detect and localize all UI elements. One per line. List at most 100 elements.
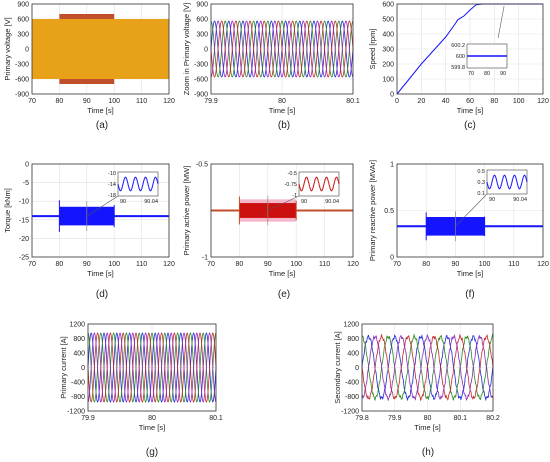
chart-h: 79.8 79.9 80 80.1 80.2 1200 800 400 0 -400 -800 -12… — [333, 322, 500, 459]
x-tick-label: 110 — [136, 98, 147, 105]
y-tick-label: 600 — [196, 17, 208, 24]
x-tick-label: 70 — [207, 261, 215, 268]
y-tick-label: -900 — [15, 92, 29, 99]
x-tick-label: 70 — [28, 98, 36, 105]
inset-line — [117, 176, 159, 192]
x-tick-label: 70 — [393, 261, 401, 268]
x-tick-label: 90 — [83, 261, 91, 268]
current-phase-line — [87, 332, 217, 403]
x-tick-label: 80 — [56, 261, 64, 268]
y-axis-label: Secondary current [A] — [333, 331, 342, 404]
plot-border — [210, 3, 354, 95]
inset-line — [486, 174, 528, 190]
y-tick-label: 600 — [382, 2, 394, 9]
y-tick-label: -400 — [71, 380, 85, 387]
y-tick-label: -1200 — [67, 409, 85, 416]
x-tick-label: 79.9 — [204, 98, 218, 105]
speed-inset: 600.2 600 599.870 80 90 — [451, 43, 508, 77]
chart-b: 79.9 80 80.1 900 600 300 0 -300 -600 -900 Time [s]… — [182, 2, 360, 132]
y-tick-label: 0 — [25, 162, 29, 169]
inset-x-tick: 90 — [120, 199, 126, 205]
inset-x-tick: 80 — [484, 71, 490, 77]
plot-border — [87, 323, 217, 412]
y-tick-label: -600 — [15, 77, 29, 84]
y-tick-label: -600 — [194, 77, 208, 84]
x-tick-label: 40 — [442, 98, 450, 105]
plot-border — [396, 163, 544, 258]
voltage-peak-band-top — [59, 14, 115, 19]
y-tick-label: 900 — [17, 2, 29, 9]
zoom-inset: -0.5 -0.75 -1 90 90.04 — [284, 171, 340, 205]
y-tick-label: -25 — [19, 255, 29, 262]
y-tick-label: -800 — [345, 394, 359, 401]
chart-c: 600.2 600 599.870 80 90 0 20 40 60 80 100 120 600 500… — [368, 2, 549, 132]
x-tick-label: 100 — [108, 261, 120, 268]
y-tick-label: -10 — [19, 199, 29, 206]
voltage-envelope-band — [32, 19, 169, 79]
panel-caption: (d) — [96, 289, 108, 300]
x-tick-label: 80 — [148, 415, 156, 422]
panel-caption: (a) — [96, 120, 108, 131]
current-phase-line — [361, 333, 494, 402]
chart-a: 70 80 90 100 110 120 900 600 300 0 -300 -600 -900 Tim… — [3, 2, 175, 132]
panel-caption: (f) — [465, 289, 474, 300]
y-tick-label: 400 — [73, 351, 85, 358]
y-tick-label: -1200 — [341, 409, 359, 416]
y-axis-label: Primary voltage [V] — [3, 17, 12, 80]
inset-y-tick: -0.5 — [288, 171, 297, 177]
x-tick-label: 80 — [56, 98, 64, 105]
y-tick-label: 0 — [25, 47, 29, 54]
y-tick-label: 900 — [196, 2, 208, 9]
x-tick-label: 80.1 — [209, 415, 223, 422]
inset-x-tick: 90 — [500, 71, 506, 77]
y-tick-label: 1200 — [69, 322, 85, 329]
y-tick-label: 0 — [390, 255, 394, 262]
x-axis-label: Time [s] — [87, 269, 113, 278]
y-tick-label: 100 — [382, 77, 394, 84]
y-tick-label: 400 — [347, 351, 359, 358]
x-axis-label: Time [s] — [269, 269, 295, 278]
plot-border — [31, 163, 170, 258]
x-tick-label: 120 — [163, 98, 175, 105]
panel-caption: (b) — [278, 120, 290, 131]
y-tick-label: -400 — [345, 380, 359, 387]
chart-f: 0.5 0.3 0.1 90 90.04 70 80 90 100 110 120 1 0.5 0 Time… — [368, 160, 549, 300]
inset-y-tick: -10 — [108, 171, 116, 177]
panel-caption: (g) — [146, 447, 158, 458]
inset-x-tick: 90 — [301, 199, 307, 205]
x-tick-label: 110 — [508, 261, 519, 268]
x-tick-label: 120 — [163, 261, 175, 268]
inset-pointer — [455, 193, 488, 227]
y-tick-label: -0.5 — [196, 162, 208, 169]
y-axis-label: Primary active power [MW] — [182, 166, 191, 256]
voltage-phase-line — [210, 20, 354, 78]
zoom-inset: -10 -14 -18 90 90.04 — [108, 171, 159, 205]
x-tick-label: 120 — [537, 261, 549, 268]
x-tick-label: 80 — [236, 261, 244, 268]
x-tick-label: 90 — [83, 98, 91, 105]
y-tick-label: 0 — [390, 92, 394, 99]
inset-x-tick: 70 — [468, 71, 474, 77]
inset-y-tick: -1 — [292, 193, 297, 199]
x-tick-label: 60 — [466, 98, 474, 105]
voltage-phase-line — [210, 20, 354, 78]
x-tick-label: 70 — [28, 261, 36, 268]
x-tick-label: 80.1 — [346, 98, 360, 105]
y-tick-label: 0 — [355, 365, 359, 372]
x-tick-label: 80.2 — [486, 415, 500, 422]
inset-y-tick: 0.1 — [477, 191, 485, 197]
y-tick-label: 400 — [382, 32, 394, 39]
y-tick-label: 300 — [382, 47, 394, 54]
plot-border — [210, 163, 354, 258]
x-tick-label: 100 — [108, 98, 120, 105]
inset-y-tick: 600 — [456, 54, 465, 60]
current-phase-line — [87, 332, 217, 403]
y-tick-label: -300 — [15, 62, 29, 69]
y-axis-label: Primary current [A] — [59, 336, 68, 399]
x-tick-label: 120 — [537, 98, 549, 105]
current-phase-line — [87, 332, 217, 403]
y-tick-label: 800 — [73, 336, 85, 343]
y-tick-label: 300 — [17, 32, 29, 39]
y-tick-label: 1200 — [343, 322, 359, 329]
